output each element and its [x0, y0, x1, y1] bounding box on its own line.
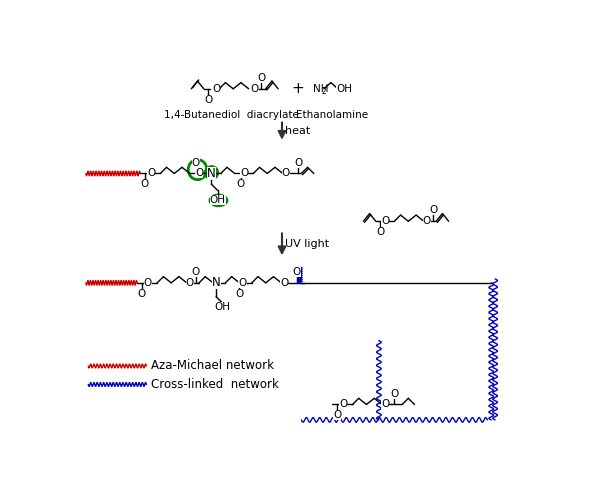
Text: OH: OH [210, 194, 226, 205]
Text: Ethanolamine: Ethanolamine [296, 110, 368, 120]
Text: O: O [144, 278, 152, 288]
Text: O: O [292, 267, 301, 277]
Text: O: O [141, 179, 149, 189]
Text: O: O [240, 169, 248, 179]
Text: O: O [333, 410, 341, 420]
Text: NH: NH [313, 84, 329, 94]
Text: heat: heat [285, 126, 310, 136]
Text: 1,4-Butanediol  diacrylate: 1,4-Butanediol diacrylate [164, 110, 299, 120]
Text: O: O [294, 158, 302, 168]
Text: 2: 2 [322, 87, 326, 96]
Text: O: O [257, 73, 265, 83]
Text: +: + [291, 81, 304, 96]
Text: UV light: UV light [285, 240, 329, 249]
Text: Aza-Michael network: Aza-Michael network [151, 360, 274, 372]
Text: N: N [207, 167, 216, 180]
Text: N: N [211, 276, 221, 289]
Text: O: O [186, 278, 194, 288]
Text: O: O [280, 278, 289, 288]
Text: O: O [429, 205, 437, 215]
Text: O: O [238, 278, 246, 288]
Text: O: O [237, 179, 245, 189]
Text: O: O [381, 399, 389, 410]
Text: OH: OH [215, 303, 230, 312]
Text: O: O [195, 169, 203, 179]
Text: Cross-linked  network: Cross-linked network [151, 378, 279, 391]
Text: O: O [137, 289, 146, 299]
Text: O: O [376, 227, 384, 237]
Text: O: O [251, 84, 259, 94]
Text: O: O [235, 289, 243, 299]
Text: O: O [339, 399, 348, 410]
Text: O: O [204, 95, 213, 105]
Text: O: O [282, 169, 290, 179]
Text: O: O [423, 216, 431, 226]
Text: OH: OH [336, 84, 352, 94]
Text: O: O [192, 267, 200, 277]
Text: O: O [147, 169, 155, 179]
Text: O: O [390, 389, 398, 399]
Text: O: O [212, 84, 220, 94]
Text: O: O [192, 158, 200, 168]
Text: O: O [381, 216, 389, 226]
